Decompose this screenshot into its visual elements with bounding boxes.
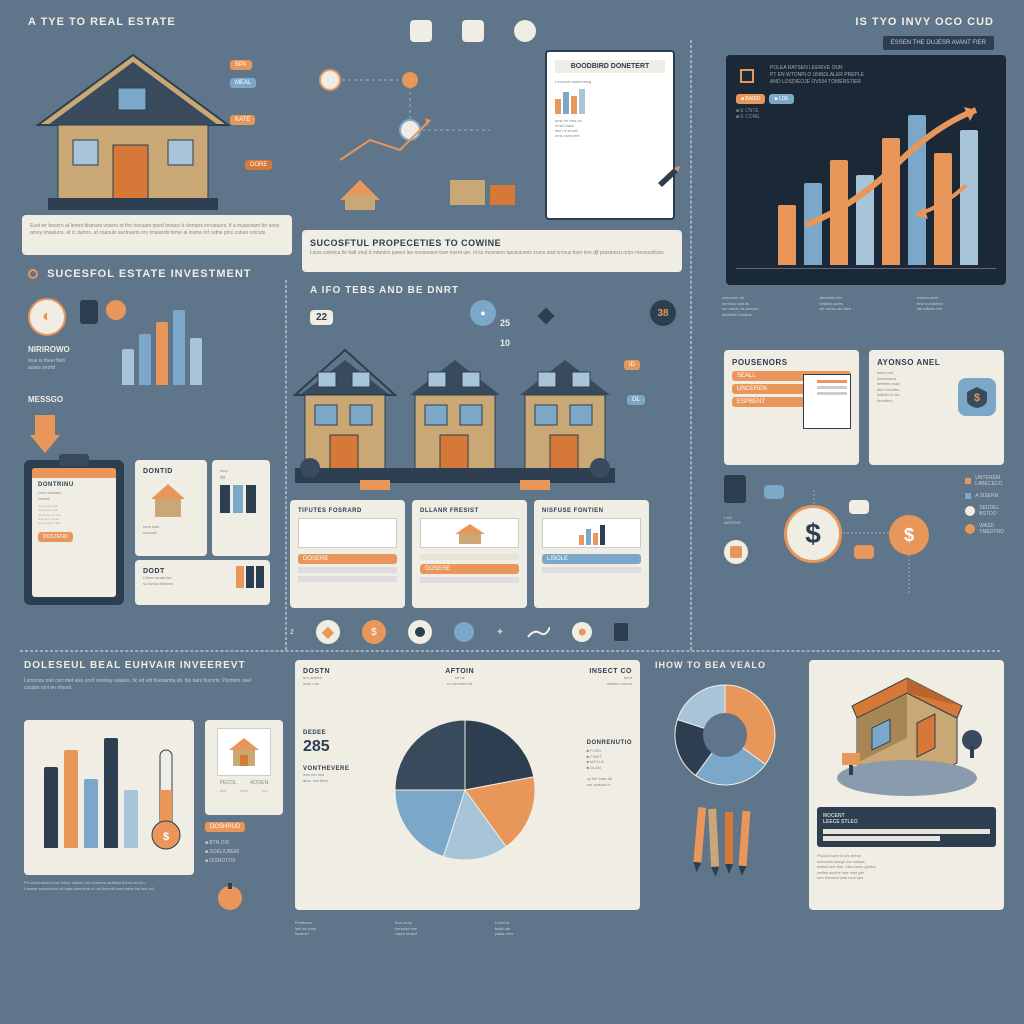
flow-diagram xyxy=(310,50,560,210)
num-38: 38 xyxy=(650,300,676,326)
document-panel: BOODBIRD DONETERT Leocnmt casbrmeeg ansr… xyxy=(545,50,675,220)
house-tag-1: BPA xyxy=(230,60,252,70)
header-icon-1 xyxy=(410,20,432,42)
blank-panel: veryigg xyxy=(212,460,270,556)
small-house-panel: PECOLAOOEN alsrstoyssv xyxy=(205,720,283,815)
nirirowo-label: NIRIROWO xyxy=(28,345,70,354)
orange-arrow-down xyxy=(30,415,60,460)
svg-text:$: $ xyxy=(974,392,980,404)
footer-text-cols: Ferstorselarll sa rslselssdesrf Bus oenp… xyxy=(295,920,565,937)
circle-icon-clock: ◐ xyxy=(28,298,66,336)
donut-section: IHOW TO BEA VEALO xyxy=(655,660,800,795)
header-right-button: ESSEN THE DUJESR AVANT FIER xyxy=(883,36,994,50)
properties-banner: SUCOSFTUL PROPECETIES TO COWINE Licos co… xyxy=(302,230,682,272)
house-tag-3: KATE xyxy=(230,115,255,125)
pousenors-panel: POUSENORS SEALL UNCEREN ESPBENT xyxy=(724,350,859,465)
growth-chart-panel: POLEA RATSEN LEERIVE OURPT EN WTONPLO UN… xyxy=(726,55,1006,285)
bottom-left-title: DOLESEUL BEAL EUHVAIR INVEEREVT xyxy=(24,660,246,671)
dontid-panel: DONTID hers losnseouvis xyxy=(135,460,207,556)
clipboard-panel: DONTRINU Low nsecanscrssbs suos pni le h… xyxy=(24,460,124,605)
icon-strip: 2 ◆ $ ✦ ⬢ xyxy=(290,620,628,644)
misc-icons-right: LAGMENTHE $ $ UNTEREMLABECECO A SISERN S… xyxy=(724,475,1004,620)
dodt-panel: DODT LBens isnab tsnsu landu dshmes xyxy=(135,560,270,605)
bottom-bar-chart-panel: $ xyxy=(24,720,194,875)
diamond-icon xyxy=(538,308,555,325)
dllanr-panel: DLLANR FRESIST DOSERE xyxy=(412,500,527,608)
pie-chart xyxy=(390,715,540,865)
num-25: 25 xyxy=(500,318,510,328)
tifutes-panel: TIFUTES FOSRARD DOSERE xyxy=(290,500,405,608)
house-tag-2: MEAL xyxy=(230,78,256,88)
donut-chart xyxy=(670,680,780,790)
messgo-label: MESSGO xyxy=(28,395,63,404)
nisfuse-panel: NISFUSE FONTIEN LISOLE xyxy=(534,500,649,608)
stats-col: ■ BTN DIS ■ SOELIUBERI ■ DISROTOS xyxy=(205,840,239,864)
pumpkin-icon xyxy=(215,880,245,910)
middle-title: A IFO TEBS AND BE DNRT xyxy=(310,285,459,296)
main-house xyxy=(28,50,238,215)
blue-circle-num: ● xyxy=(470,300,496,326)
iso-house-panel: MOCENTLEECE STLEO Pscoult luarr la les l… xyxy=(809,660,1004,910)
header-right-title: IS TYO INVY OCO CUD xyxy=(855,16,994,28)
bar-chart-left xyxy=(120,310,205,385)
svg-text:$: $ xyxy=(163,831,169,843)
header-icon-2 xyxy=(462,20,484,42)
house-tag-4: DORE xyxy=(245,160,272,170)
right-text-cols: nesunver tutunmoco tam itscer omus. its … xyxy=(722,295,1002,317)
pie-chart-panel: DOSTN la s antrireinsol uxtr AFTOIN tut … xyxy=(295,660,640,910)
houses-row: ID OL xyxy=(290,340,620,495)
house-caption-panel: Eust eir becern at lerent distnant voser… xyxy=(22,215,292,255)
ayonso-panel: AYONSO ANEL lssd ronhlumemanadenben prad… xyxy=(869,350,1004,465)
investment-section-title: SUCESFOL ESTATE INVESTMENT xyxy=(28,268,252,280)
num-22: 22 xyxy=(310,310,333,325)
header-icon-3 xyxy=(514,20,536,42)
header-left-title: A TYE TO REAL ESTATE xyxy=(28,16,176,28)
